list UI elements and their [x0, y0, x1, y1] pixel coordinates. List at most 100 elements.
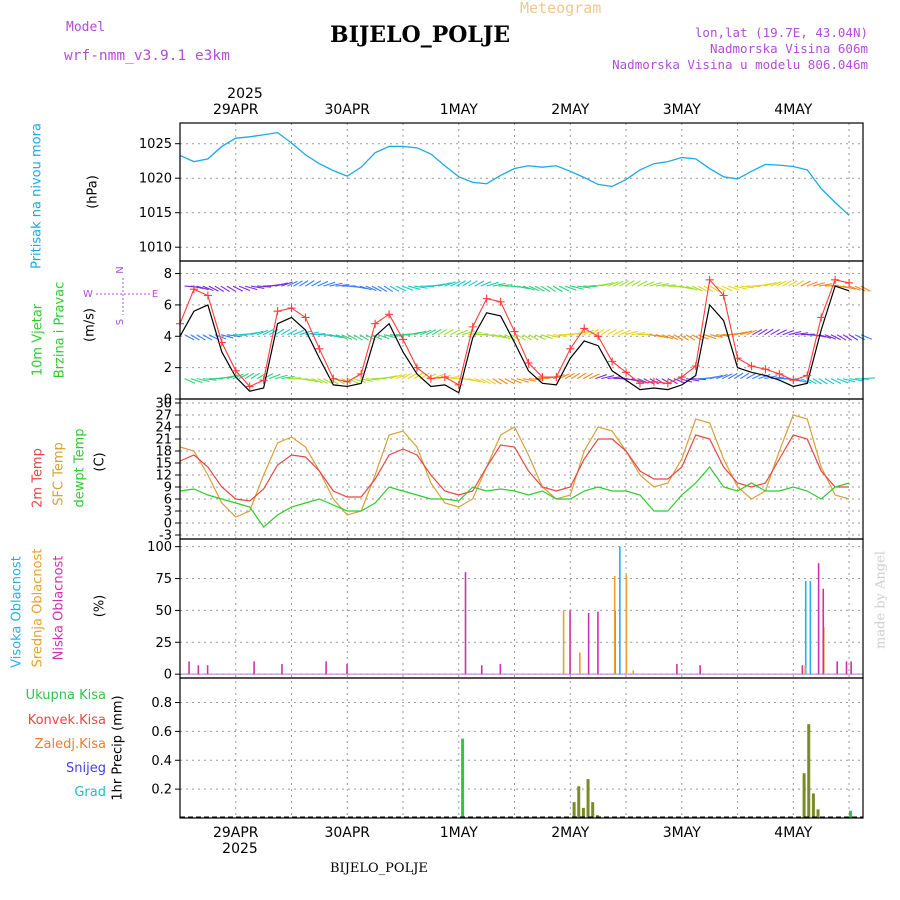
wind-arrow — [395, 285, 407, 292]
wind-arrow — [305, 378, 318, 383]
wind-arrow — [202, 285, 214, 292]
legend-snow: Snijeg — [66, 761, 106, 776]
wind-arrow — [516, 334, 526, 341]
wind-arrow — [311, 280, 322, 287]
wind-arrow — [721, 373, 733, 380]
high-cloud-bar — [809, 581, 812, 675]
gust-marker — [705, 275, 714, 284]
wind-arrow — [570, 372, 581, 380]
wind-arrow — [710, 334, 724, 338]
precip-bar — [461, 738, 465, 818]
high-cloud-bar — [804, 581, 807, 675]
wind-arrow — [746, 329, 758, 336]
wind-arrow — [691, 285, 703, 292]
wind-arrow — [407, 372, 418, 380]
bottom-date-label: 1MAY — [440, 825, 478, 841]
wind-arrow — [401, 285, 414, 291]
wind-arrow — [202, 334, 213, 341]
y-tick-label: 0 — [164, 393, 172, 408]
wind-arrow — [293, 280, 303, 287]
wind-arrow — [504, 378, 515, 385]
y-tick-label: 12 — [155, 469, 172, 484]
low-cloud-bar — [325, 661, 327, 675]
low-cloud-bar — [822, 588, 825, 675]
low-cloud-bar — [499, 663, 502, 675]
wind-arrow — [848, 378, 863, 382]
gust-marker — [845, 278, 854, 287]
wind-arrow — [818, 334, 832, 339]
y-tick-label: 0 — [164, 517, 172, 532]
wind-arrow — [842, 334, 853, 341]
wind-arrow — [498, 284, 513, 287]
y-tick-label: 100 — [147, 540, 172, 555]
wind-arrow — [438, 282, 451, 287]
low-cloud-bar — [569, 610, 571, 675]
wind-arrow — [812, 282, 826, 287]
lonlat-info: lon,lat (19.7E, 43.04N) — [694, 25, 868, 40]
wind-arrow — [534, 285, 545, 292]
wind-arrow — [558, 373, 570, 380]
wind-arrow — [583, 372, 593, 380]
compass-east: E — [152, 289, 158, 300]
low-cloud-bar — [850, 661, 852, 675]
page-title: BIJELO_POLJE — [330, 22, 511, 48]
wind-arrow — [643, 281, 655, 287]
wind-arrow — [800, 280, 811, 287]
precip-bar — [581, 807, 585, 818]
wind-arrow — [510, 378, 522, 384]
low-cloud-bar — [676, 663, 678, 675]
wind-arrow — [782, 330, 795, 336]
wind-arrow — [238, 285, 251, 291]
wind-arrow — [190, 378, 203, 384]
gust-marker — [273, 307, 282, 316]
wind-arrow — [673, 334, 684, 341]
y-tick-label: 1025 — [139, 137, 172, 152]
wind-arrow — [395, 373, 407, 380]
wind-arrow — [613, 280, 624, 287]
wind-arrow — [347, 378, 359, 384]
top-date-label: 3MAY — [663, 102, 701, 118]
bottom-date-label: 30APR — [324, 825, 370, 841]
wind-arrow — [365, 285, 377, 292]
gust-marker — [399, 335, 408, 344]
wind-arrow — [607, 328, 617, 336]
y-tick-label: 9 — [164, 481, 172, 496]
mid-cloud-bar — [625, 574, 628, 675]
wind-arrow — [752, 329, 763, 336]
low-cloud-bar — [699, 665, 701, 675]
wind-arrow — [794, 280, 804, 287]
y-tick-label: 0.2 — [151, 783, 172, 798]
sfc-temp-line — [179, 414, 850, 518]
wind-arrow — [202, 378, 217, 381]
wind-arrow — [740, 285, 754, 289]
wind-arrow — [311, 378, 323, 384]
legend-total-precip: Ukupna Kisa — [25, 688, 106, 703]
precip-bar — [849, 810, 853, 818]
wind-arrow — [359, 334, 369, 341]
wind-arrow — [758, 328, 768, 336]
low-cloud-bar — [253, 661, 255, 675]
mid-cloud-bar — [562, 610, 565, 675]
wind-arrow — [679, 334, 689, 341]
gust-marker — [371, 319, 380, 328]
wind-arrow — [728, 285, 740, 291]
top-date-label: 1MAY — [440, 102, 478, 118]
y-tick-label: 3 — [164, 505, 172, 520]
y-tick-label: 27 — [155, 409, 172, 424]
wind-arrow — [806, 281, 818, 287]
wind-arrow — [184, 378, 196, 384]
wind-arrow — [697, 285, 708, 292]
legend-frozen-precip: Zaledj.Kisa — [34, 737, 106, 752]
wind-compass: N W E S — [83, 266, 158, 325]
y-tick-label: 15 — [155, 457, 172, 472]
temp-2m-line — [179, 434, 850, 502]
wind-arrow — [498, 334, 511, 340]
y-tick-label: -3 — [159, 529, 172, 544]
wind-arrow — [734, 331, 748, 336]
wind-arrow — [462, 280, 472, 287]
bottom-year-label: 2025 — [222, 841, 258, 857]
wind-arrow — [220, 375, 234, 380]
wind-arrow — [226, 334, 241, 338]
gust-marker — [608, 357, 617, 366]
wind-arrow — [474, 280, 485, 287]
